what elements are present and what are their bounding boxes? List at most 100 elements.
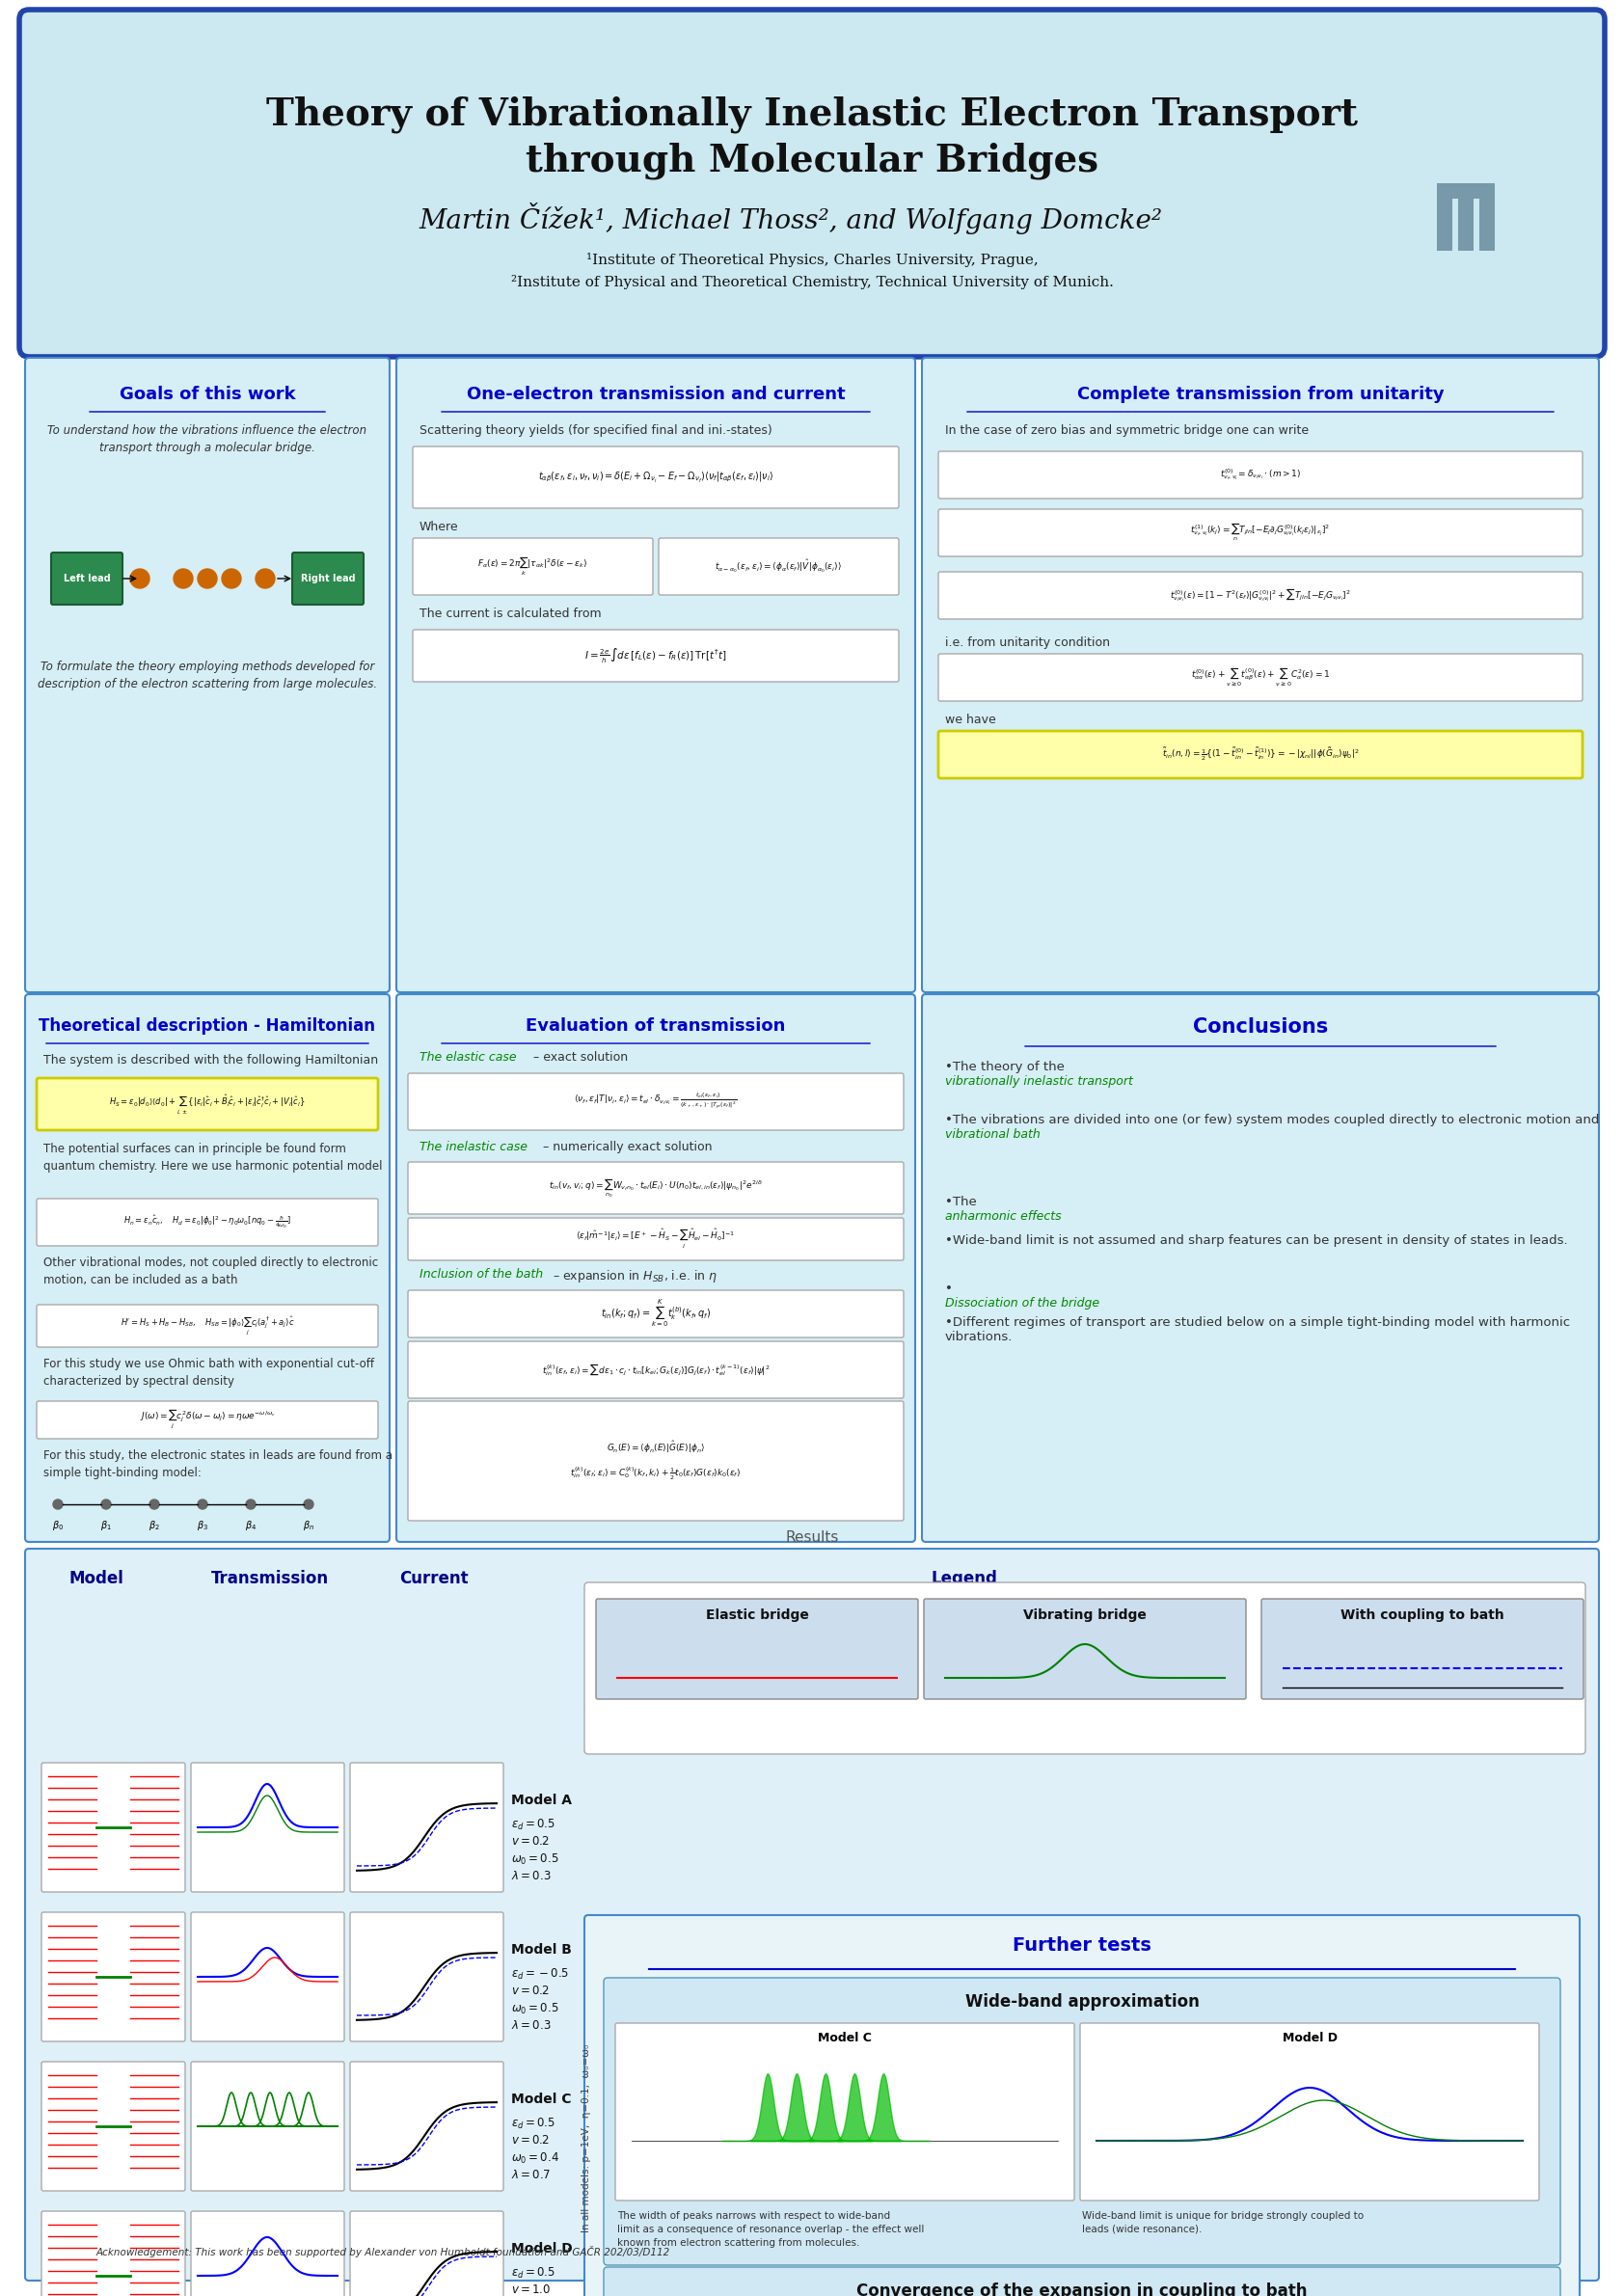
Circle shape <box>149 1499 159 1508</box>
Text: Model D: Model D <box>512 2241 573 2255</box>
FancyBboxPatch shape <box>396 994 916 1543</box>
Text: One-electron transmission and current: One-electron transmission and current <box>466 386 844 404</box>
FancyBboxPatch shape <box>42 2062 185 2190</box>
Text: Convergence of the expansion in coupling to bath: Convergence of the expansion in coupling… <box>856 2282 1307 2296</box>
FancyBboxPatch shape <box>24 358 390 992</box>
Text: Goals of this work: Goals of this work <box>119 386 296 404</box>
Text: Current: Current <box>400 1570 468 1587</box>
Text: •The: •The <box>945 1196 981 1208</box>
Text: Left lead: Left lead <box>63 574 110 583</box>
FancyBboxPatch shape <box>24 1550 1600 2280</box>
FancyBboxPatch shape <box>939 452 1582 498</box>
Text: •Different regimes of transport are studied below on a simple tight-binding mode: •Different regimes of transport are stud… <box>945 1316 1570 1343</box>
Text: $t_{in}(v_f, v_i; q) = \sum_{n_0} W_{v_f n_0} \cdot t_{el}(E_i) \cdot U(n_0) t_{: $t_{in}(v_f, v_i; q) = \sum_{n_0} W_{v_f… <box>549 1178 763 1199</box>
Circle shape <box>255 569 274 588</box>
Text: With coupling to bath: With coupling to bath <box>1340 1609 1504 1621</box>
Text: anharmonic effects: anharmonic effects <box>945 1210 1062 1224</box>
Text: Legend: Legend <box>931 1570 997 1587</box>
Circle shape <box>304 1499 313 1508</box>
Bar <box>1458 184 1473 250</box>
Text: In the case of zero bias and symmetric bridge one can write: In the case of zero bias and symmetric b… <box>945 425 1309 436</box>
FancyBboxPatch shape <box>192 1913 344 2041</box>
Text: To understand how the vibrations influence the electron
transport through a mole: To understand how the vibrations influen… <box>47 425 367 455</box>
Text: The inelastic case: The inelastic case <box>419 1141 528 1153</box>
Bar <box>1479 184 1494 250</box>
Text: Model: Model <box>68 1570 123 1587</box>
Text: ¹Institute of Theoretical Physics, Charles University, Prague,: ¹Institute of Theoretical Physics, Charl… <box>586 253 1038 266</box>
Text: – expansion in $H_{SB}$, i.e. in $\eta$: – expansion in $H_{SB}$, i.e. in $\eta$ <box>552 1267 718 1283</box>
Text: Acknowledgement: This work has been supported by Alexander von Humboldt foundati: Acknowledgement: This work has been supp… <box>96 2245 671 2257</box>
Text: To formulate the theory employing methods developed for
description of the elect: To formulate the theory employing method… <box>37 661 377 691</box>
Text: $\varepsilon_d = 0.5$: $\varepsilon_d = 0.5$ <box>512 2117 555 2131</box>
Text: Wide-band approximation: Wide-band approximation <box>965 1993 1199 2011</box>
Text: $\beta_0$: $\beta_0$ <box>52 1518 63 1531</box>
Text: $v = 1.0$: $v = 1.0$ <box>512 2285 551 2296</box>
Text: Results: Results <box>786 1531 838 1545</box>
Text: Complete transmission from unitarity: Complete transmission from unitarity <box>1077 386 1444 404</box>
Text: through Molecular Bridges: through Molecular Bridges <box>526 142 1098 179</box>
Text: $\omega_0 = 0.4$: $\omega_0 = 0.4$ <box>512 2151 559 2165</box>
Text: vibrationally inelastic transport: vibrationally inelastic transport <box>945 1075 1134 1088</box>
Circle shape <box>198 1499 208 1508</box>
Text: Model A: Model A <box>512 1793 572 1807</box>
FancyBboxPatch shape <box>192 2062 344 2190</box>
FancyBboxPatch shape <box>37 1199 378 1247</box>
FancyBboxPatch shape <box>939 510 1582 556</box>
Text: $\omega_0 = 0.5$: $\omega_0 = 0.5$ <box>512 2002 559 2016</box>
Bar <box>1437 184 1494 200</box>
Text: Model D: Model D <box>1281 2032 1337 2043</box>
Text: $H_S = \varepsilon_0 |d_0\rangle\langle d_0| + \sum_{l,\pm} \{|\varepsilon_{l}|\: $H_S = \varepsilon_0 |d_0\rangle\langle … <box>109 1093 305 1116</box>
Text: The elastic case: The elastic case <box>419 1052 516 1063</box>
Text: $H' = H_S + H_B - H_{SB}, \quad H_{SB} = |\phi_0\rangle \sum_j c_j(a_j^{\dagger}: $H' = H_S + H_B - H_{SB}, \quad H_{SB} =… <box>120 1316 294 1336</box>
Text: Model C: Model C <box>818 2032 872 2043</box>
FancyBboxPatch shape <box>939 572 1582 620</box>
Text: – numerically exact solution: – numerically exact solution <box>542 1141 713 1153</box>
Text: $\lambda = 0.3$: $\lambda = 0.3$ <box>512 2018 551 2032</box>
FancyBboxPatch shape <box>604 2266 1561 2296</box>
Text: $\lambda = 0.3$: $\lambda = 0.3$ <box>512 1869 551 1883</box>
Text: Other vibrational modes, not coupled directly to electronic
motion, can be inclu: Other vibrational modes, not coupled dir… <box>44 1256 378 1286</box>
Text: $I = \frac{2e}{h} \int d\varepsilon \, [f_L(\varepsilon) - f_R(\varepsilon)] \, : $I = \frac{2e}{h} \int d\varepsilon \, [… <box>585 647 728 666</box>
Text: ²Institute of Physical and Theoretical Chemistry, Technical University of Munich: ²Institute of Physical and Theoretical C… <box>510 276 1114 289</box>
FancyBboxPatch shape <box>408 1072 903 1130</box>
Text: $\beta_2$: $\beta_2$ <box>149 1518 161 1531</box>
FancyBboxPatch shape <box>615 2023 1075 2200</box>
FancyBboxPatch shape <box>659 537 898 595</box>
Text: vibrational bath: vibrational bath <box>945 1127 1041 1141</box>
FancyBboxPatch shape <box>585 1582 1585 1754</box>
Text: i.e. from unitarity condition: i.e. from unitarity condition <box>945 636 1109 650</box>
Text: Evaluation of transmission: Evaluation of transmission <box>526 1017 786 1035</box>
Text: In all models: p=1eV,  η=0.1,  ω₀=ω₀: In all models: p=1eV, η=0.1, ω₀=ω₀ <box>581 2043 591 2232</box>
Text: $\tilde{t}_{in}(n,l) = \frac{1}{2}\{(1-\tilde{t}_{in}^{(0)} - \tilde{t}_{in}^{(1: $\tilde{t}_{in}(n,l) = \frac{1}{2}\{(1-\… <box>1161 746 1359 762</box>
Text: For this study we use Ohmic bath with exponential cut-off
characterized by spect: For this study we use Ohmic bath with ex… <box>44 1357 374 1387</box>
Text: $t_{\nu_f \nu_i}^{(0)}(\varepsilon) = [1 - T^2(\varepsilon_f) | G_{\nu_f \nu_i}^: $t_{\nu_f \nu_i}^{(0)}(\varepsilon) = [1… <box>1169 585 1351 604</box>
FancyBboxPatch shape <box>922 994 1600 1543</box>
Text: $v = 0.2$: $v = 0.2$ <box>512 1835 551 1848</box>
FancyBboxPatch shape <box>408 1162 903 1215</box>
FancyBboxPatch shape <box>596 1598 918 1699</box>
FancyBboxPatch shape <box>37 1304 378 1348</box>
FancyBboxPatch shape <box>408 1290 903 1339</box>
Text: $G_n(E) = \langle \phi_n(E) | \hat{G}(E) | \phi_n \rangle$
$t_{in}^{(k)}(\vareps: $G_n(E) = \langle \phi_n(E) | \hat{G}(E)… <box>570 1440 741 1483</box>
Text: •: • <box>945 1283 953 1295</box>
Circle shape <box>101 1499 110 1508</box>
FancyBboxPatch shape <box>24 994 390 1543</box>
Text: $t_{in}(k_f; q_f) = \sum_{k=0}^{K} t_{k}^{(b)}(k_f, q_f)$: $t_{in}(k_f; q_f) = \sum_{k=0}^{K} t_{k}… <box>601 1297 711 1329</box>
Text: – exact solution: – exact solution <box>533 1052 628 1063</box>
Circle shape <box>198 569 218 588</box>
FancyBboxPatch shape <box>924 1598 1246 1699</box>
FancyBboxPatch shape <box>604 1977 1561 2266</box>
FancyBboxPatch shape <box>412 445 898 507</box>
Text: •Wide-band limit is not assumed and sharp features can be present in density of : •Wide-band limit is not assumed and shar… <box>945 1235 1567 1247</box>
Text: $\lambda = 0.7$: $\lambda = 0.7$ <box>512 2170 551 2181</box>
FancyBboxPatch shape <box>42 1763 185 1892</box>
FancyBboxPatch shape <box>1080 2023 1540 2200</box>
FancyBboxPatch shape <box>1262 1598 1583 1699</box>
Text: Transmission: Transmission <box>211 1570 330 1587</box>
Text: $\varepsilon_d = 0.5$: $\varepsilon_d = 0.5$ <box>512 2266 555 2280</box>
Text: Inclusion of the bath: Inclusion of the bath <box>419 1267 542 1281</box>
Text: $\beta_4$: $\beta_4$ <box>245 1518 257 1531</box>
Text: $t_{\alpha\alpha}^{(0)}(\varepsilon) + \sum_{\nu \geq 0} t_{\alpha\beta}^{(0)}(\: $t_{\alpha\alpha}^{(0)}(\varepsilon) + \… <box>1190 666 1330 689</box>
FancyBboxPatch shape <box>42 2211 185 2296</box>
FancyBboxPatch shape <box>351 1763 503 1892</box>
